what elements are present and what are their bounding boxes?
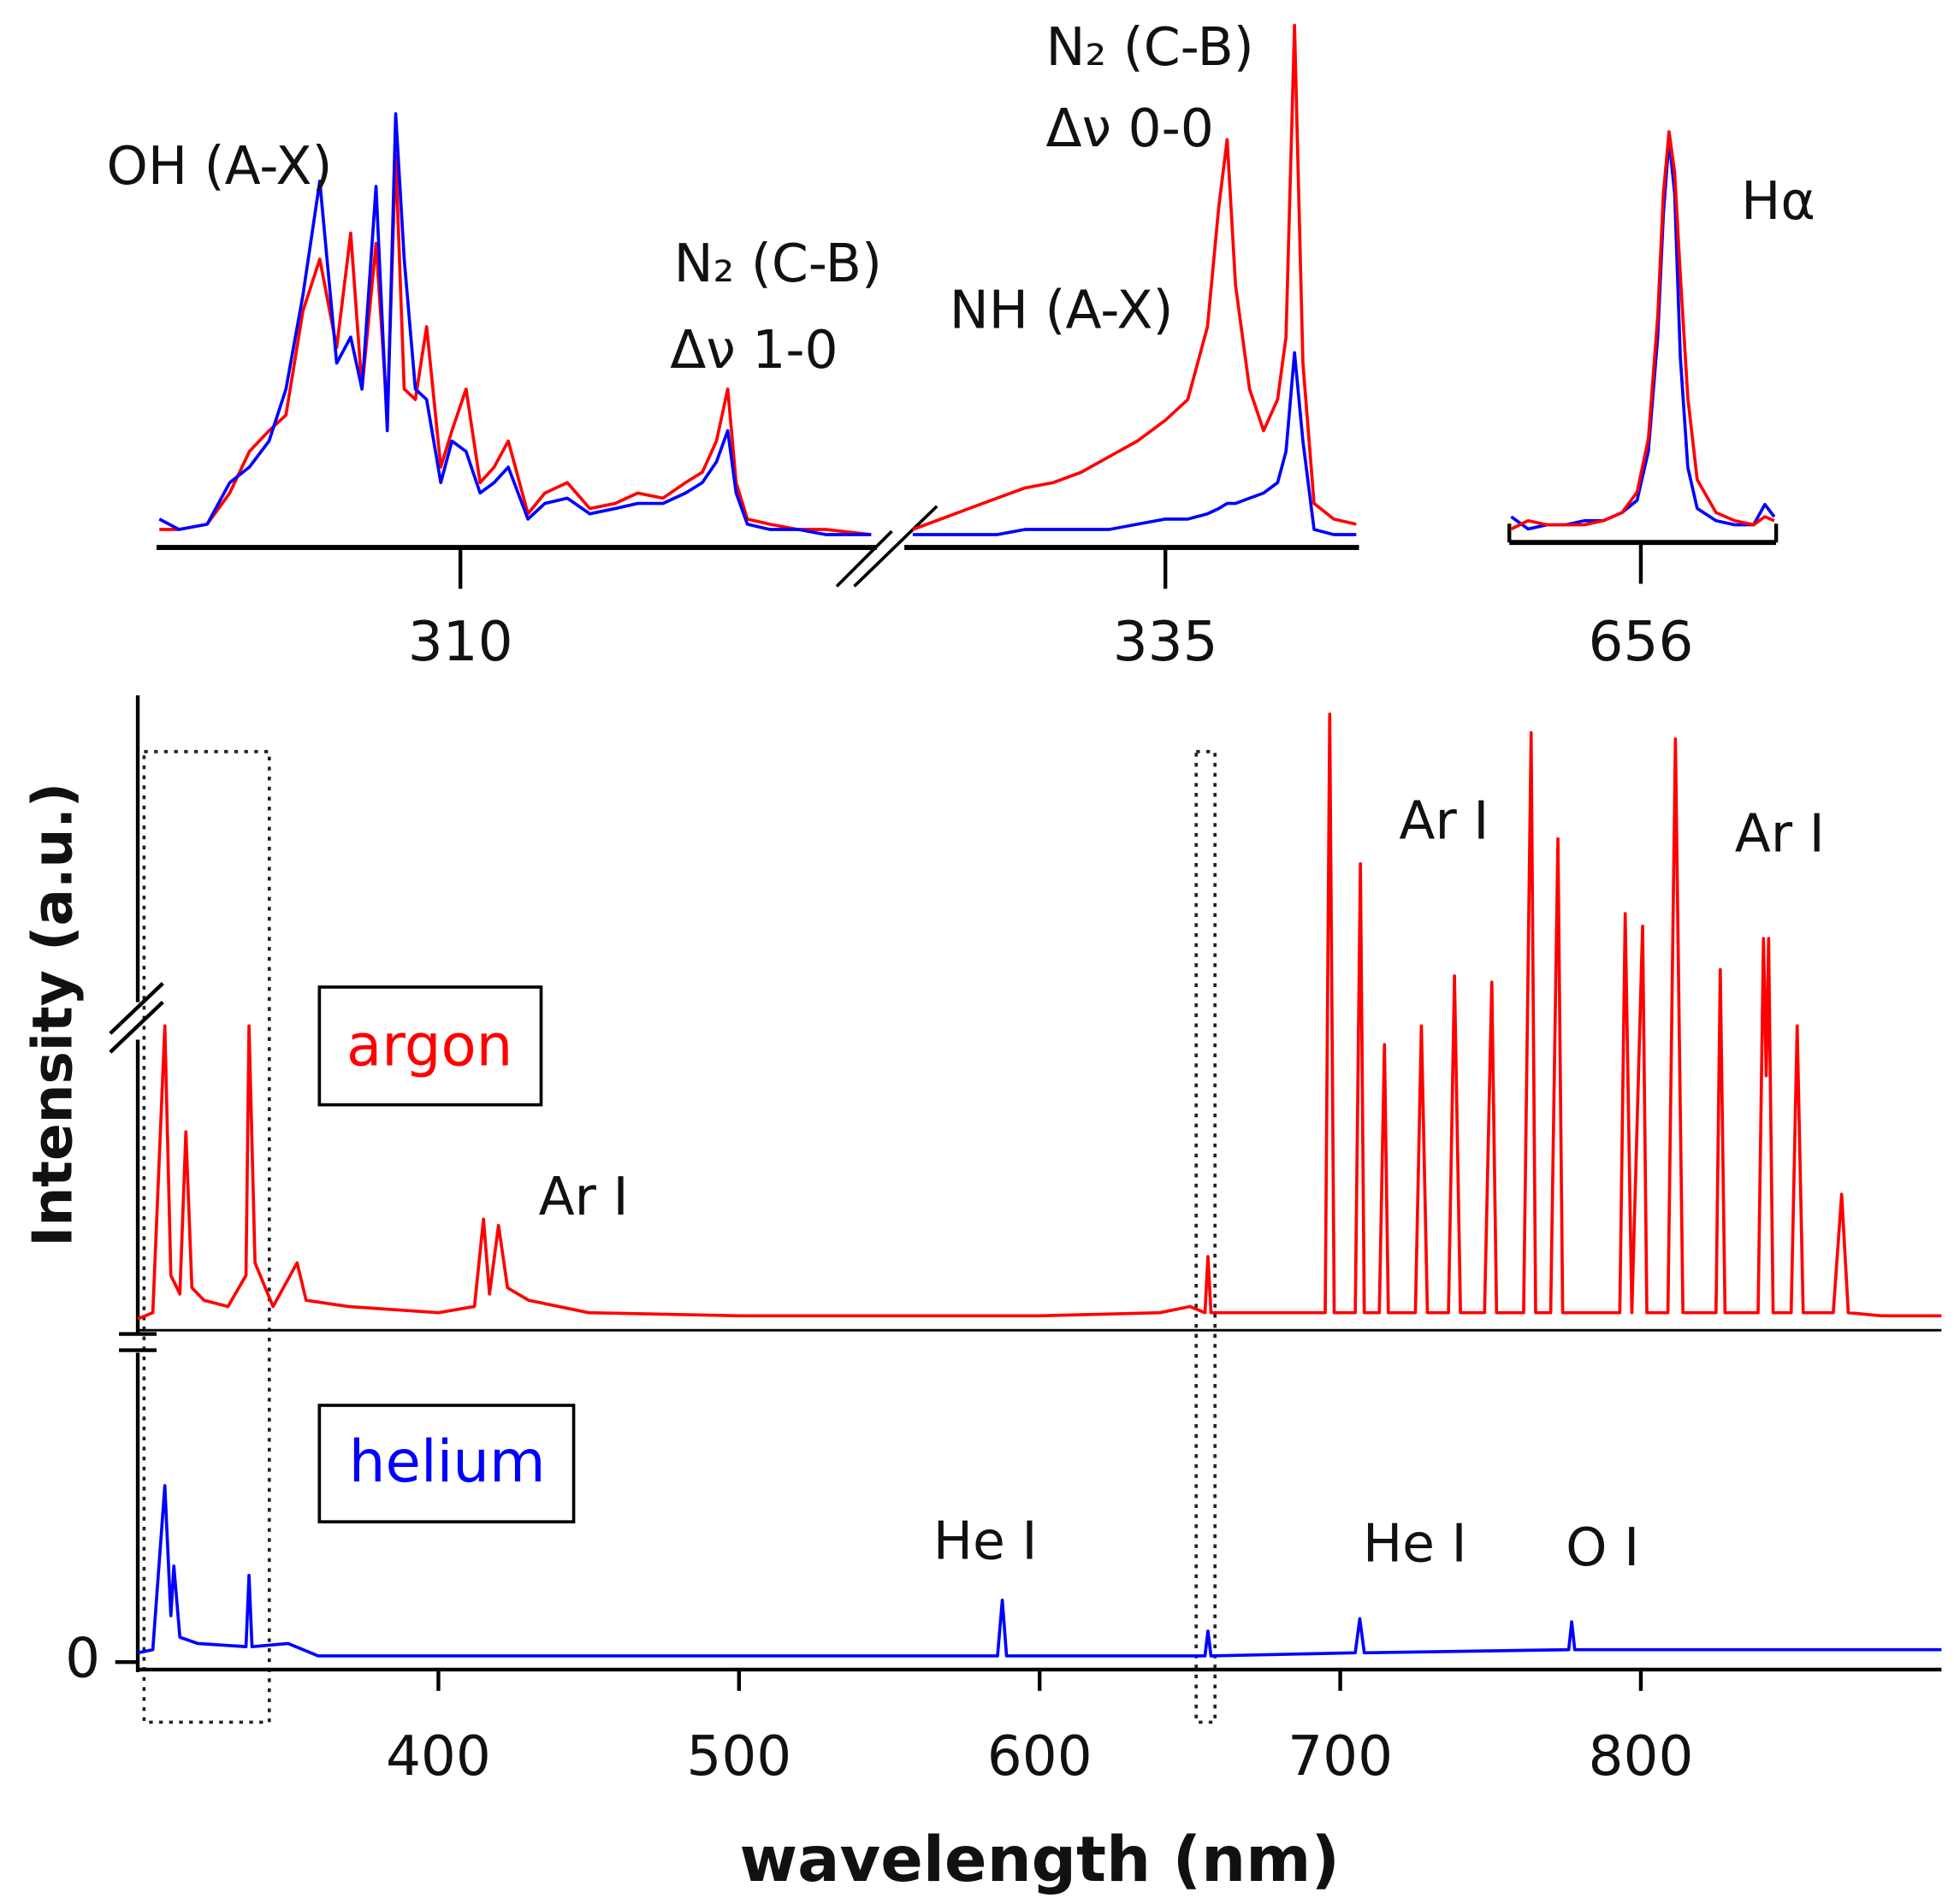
x-tick-label: 400 <box>386 1724 491 1789</box>
x-axis-label: wavelength (nm) <box>740 1824 1340 1896</box>
annotation: N₂ (C-B) <box>674 233 882 294</box>
axis-break <box>853 505 939 588</box>
legend-label: helium <box>349 1428 546 1495</box>
zoom-boxes <box>142 749 1217 1724</box>
annotation: NH (A-X) <box>950 279 1174 340</box>
axis-break <box>109 982 164 1035</box>
x-tick-label: 335 <box>1113 610 1218 674</box>
annotation: Ar I <box>1399 790 1489 852</box>
annotation: He I <box>1363 1513 1467 1575</box>
x-tick-label: 500 <box>686 1724 791 1789</box>
legend-box <box>317 1404 576 1523</box>
x-tick-label: 700 <box>1288 1724 1393 1789</box>
spectrum-line <box>912 351 1357 536</box>
spectrum-line <box>137 1484 1942 1658</box>
x-tick-label: 656 <box>1589 610 1694 674</box>
annotation: OH (A-X) <box>106 135 332 197</box>
spectrum-line <box>158 112 872 536</box>
y-axis-label: Intensity (a.u.) <box>21 783 85 1247</box>
zoom-box <box>1194 749 1217 1724</box>
zoom-box <box>142 749 271 1724</box>
annotation: Δν 0-0 <box>1046 98 1214 159</box>
x-tick-label: 310 <box>408 610 513 674</box>
spectrum-line <box>912 23 1357 531</box>
x-tick-label: 800 <box>1589 1724 1694 1789</box>
annotation: Δν 1-0 <box>670 319 838 381</box>
annotation: Ar I <box>539 1166 629 1227</box>
axis-break <box>109 1000 164 1054</box>
spectrum-line <box>137 712 1942 1321</box>
spectrum-line <box>159 153 872 536</box>
annotation: He I <box>933 1511 1038 1572</box>
annotation: O I <box>1566 1517 1639 1578</box>
y-tick-label: 0 <box>65 1627 100 1691</box>
spectrum-line <box>1510 130 1775 531</box>
x-tick-label: 600 <box>987 1724 1092 1789</box>
axis-break <box>835 529 893 588</box>
annotation: Hα <box>1741 170 1815 232</box>
legend-label: argon <box>346 1012 512 1079</box>
legend-box <box>317 985 543 1107</box>
annotation: N₂ (C-B) <box>1046 16 1254 78</box>
annotation: Ar I <box>1735 802 1825 864</box>
